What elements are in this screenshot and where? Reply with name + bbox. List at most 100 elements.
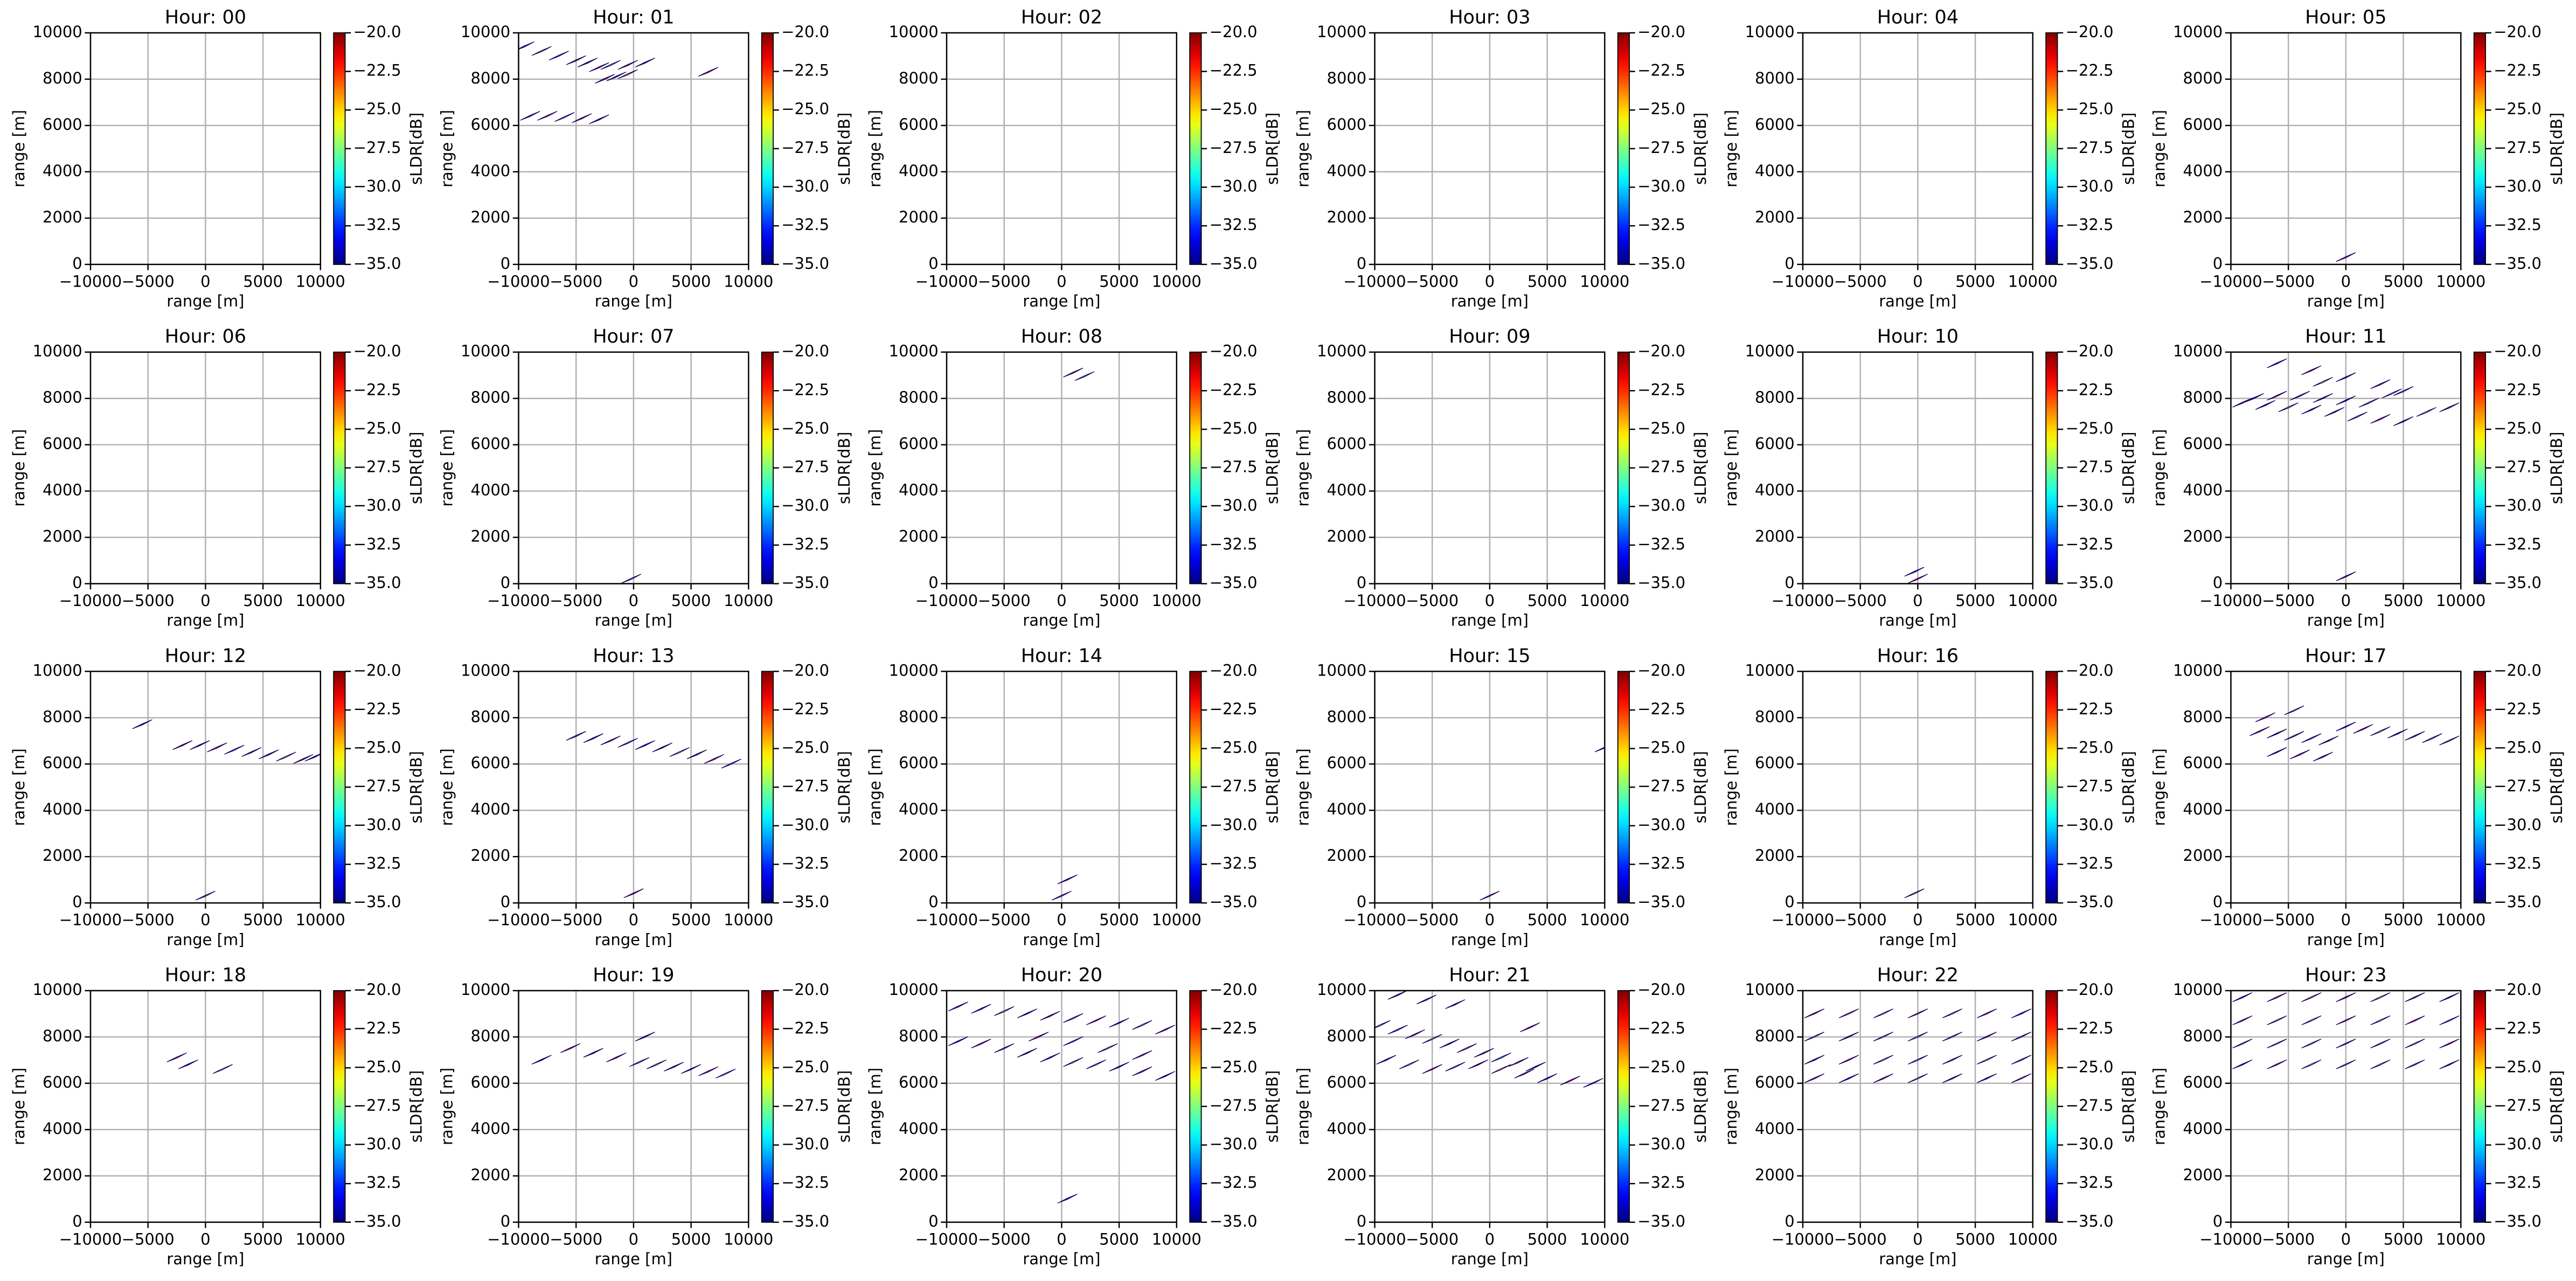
x-tick-label: 0 [1057, 272, 1066, 290]
y-tick-label: 0 [501, 893, 510, 911]
data-point [2393, 416, 2414, 426]
data-point [600, 60, 621, 70]
panel: −10000 −5000 0 5000 10000 0 2000 4000 6000 8000 10… [2150, 964, 2566, 1268]
y-tick-label: 6000 [43, 1073, 82, 1091]
colorbar-tick-label: −35.0 [1637, 1212, 1685, 1230]
data-point [224, 744, 245, 755]
y-tick-label: 8000 [1755, 69, 1795, 87]
colorbar-label: sLDR[dB] [2547, 431, 2566, 504]
data-point [589, 114, 609, 124]
data-point [1907, 574, 1928, 584]
panel: −10000 −5000 0 5000 10000 0 2000 4000 6000 8000 10… [1722, 325, 2138, 629]
data-layer [2232, 992, 2460, 1069]
y-tick-label: 2000 [1755, 208, 1795, 226]
y-tick-label: 10000 [33, 661, 82, 679]
y-tick-label: 8000 [471, 69, 511, 87]
colorbar-tick-label: −20.0 [2494, 23, 2542, 41]
data-layer [2336, 252, 2356, 262]
x-tick-label: 10000 [1152, 591, 1202, 610]
colorbar-tick-label: −30.0 [781, 496, 829, 514]
colorbar-tick-label: −27.5 [1637, 138, 1685, 157]
axes-frame [1802, 990, 2034, 1223]
colorbar-tick-label: −22.5 [353, 61, 401, 80]
x-axis-label: range [m] [2307, 930, 2385, 949]
x-tick-label: −5000 [978, 911, 1031, 929]
colorbar-tick-label: −22.5 [353, 380, 401, 399]
y-tick-label: 0 [2213, 893, 2223, 911]
y-tick-label: 0 [1785, 574, 1794, 592]
colorbar-tick-label: −22.5 [2494, 1019, 2542, 1038]
data-point [994, 1006, 1015, 1016]
y-tick-label: 4000 [1327, 1119, 1367, 1138]
colorbar-tick-label: −32.5 [1210, 854, 1258, 873]
y-axis-label: range [m] [10, 748, 28, 826]
x-axis-label: range [m] [1451, 930, 1529, 949]
x-axis-label: range [m] [2307, 611, 2385, 630]
colorbar-tick-label: −35.0 [781, 574, 829, 592]
y-tick-label: 4000 [899, 162, 939, 180]
y-tick-label: 4000 [1755, 162, 1795, 180]
y-tick-label: 4000 [471, 162, 511, 180]
panel: −10000 −5000 0 5000 10000 0 2000 4000 6000 8000 10… [10, 325, 426, 629]
x-axis-label: range [m] [1023, 611, 1100, 630]
x-tick-label: 0 [1057, 591, 1066, 610]
data-point [2267, 358, 2287, 368]
colorbar-tick-label: −35.0 [2494, 254, 2542, 273]
colorbar-tick-label: −32.5 [353, 215, 401, 234]
colorbar-label: sLDR[dB] [835, 431, 853, 504]
y-tick-label: 10000 [33, 342, 82, 360]
colorbar-tick-label: −35.0 [1637, 893, 1685, 911]
colorbar-tick-label: −22.5 [2494, 380, 2542, 399]
data-point [2336, 395, 2356, 406]
data-layer [1904, 888, 1925, 899]
data-point [1976, 1073, 1997, 1083]
y-tick-label: 0 [928, 1212, 938, 1230]
colorbar-tick-label: −27.5 [1210, 138, 1258, 157]
y-tick-label: 2000 [43, 208, 82, 226]
colorbar-tick-label: −25.0 [2066, 100, 2114, 118]
colorbar-tick-label: −27.5 [1637, 1096, 1685, 1115]
x-tick-label: 5000 [671, 1230, 711, 1248]
y-tick-label: 0 [2213, 1212, 2223, 1230]
axes-frame [518, 671, 749, 904]
colorbar-tick-label: −20.0 [781, 661, 829, 679]
colorbar [333, 32, 346, 265]
x-tick-label: 10000 [2436, 1230, 2485, 1248]
y-axis-label: range [m] [10, 429, 28, 506]
data-point [2267, 391, 2287, 401]
y-tick-label: 6000 [2183, 1073, 2223, 1091]
y-axis-label: range [m] [1722, 748, 1740, 826]
x-axis-label: range [m] [1451, 611, 1529, 630]
x-tick-label: −5000 [1834, 1230, 1887, 1248]
x-axis-label: range [m] [1451, 1250, 1529, 1268]
x-tick-label: −10000 [915, 911, 978, 929]
data-point [994, 1043, 1015, 1053]
y-tick-label: 8000 [471, 707, 511, 726]
colorbar-tick-label: −25.0 [781, 739, 829, 757]
y-tick-label: 2000 [1327, 527, 1367, 546]
x-tick-label: −5000 [550, 911, 602, 929]
data-point [2336, 1039, 2356, 1049]
x-tick-label: −10000 [915, 591, 978, 610]
colorbar-tick-label: −35.0 [1210, 1212, 1258, 1230]
y-tick-label: 6000 [899, 1073, 939, 1091]
x-tick-label: −5000 [2262, 272, 2315, 290]
panel: −10000 −5000 0 5000 10000 0 2000 4000 6000 8000 10… [866, 325, 1282, 629]
data-point [623, 888, 644, 899]
y-tick-label: 2000 [899, 208, 939, 226]
data-point [2347, 412, 2367, 422]
data-point [2232, 1015, 2253, 1026]
x-tick-label: 0 [629, 911, 638, 929]
x-tick-label: −5000 [1406, 272, 1459, 290]
colorbar-tick-label: −30.0 [2494, 1135, 2542, 1153]
data-layer [948, 1001, 1176, 1204]
x-tick-label: −5000 [1406, 911, 1459, 929]
data-point [2278, 402, 2299, 413]
colorbar-tick-label: −20.0 [1637, 661, 1685, 679]
y-tick-label: 10000 [1317, 980, 1366, 999]
data-point [629, 1057, 650, 1067]
colorbar-label: sLDR[dB] [1691, 113, 1710, 185]
colorbar-tick-label: −20.0 [781, 23, 829, 41]
y-tick-label: 6000 [1327, 435, 1367, 453]
x-tick-label: 0 [629, 591, 638, 610]
